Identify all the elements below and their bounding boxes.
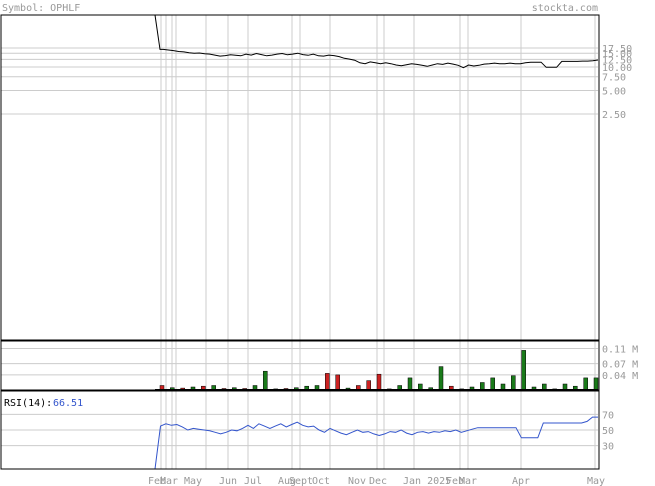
volume-bar [480, 382, 485, 391]
rsi-panel-frame [0, 390, 600, 470]
x-axis-label: Feb [148, 476, 166, 486]
brand-label: stockta.com [532, 3, 598, 14]
x-axis-label: Jun [219, 476, 237, 486]
volume-tick-label: 0.07 M [602, 360, 638, 371]
volume-bar [490, 377, 495, 391]
price-line [154, 14, 599, 69]
rsi-tick-labels: 70 50 30 [602, 410, 614, 452]
volume-bar [376, 373, 382, 391]
x-axis-label: Jul [244, 476, 262, 486]
volume-panel-frame [0, 340, 600, 391]
rsi-tick-label: 30 [602, 442, 614, 453]
volume-tick-label: 0.04 M [602, 371, 638, 382]
volume-bar [511, 375, 516, 391]
rsi-tick-label: 70 [602, 410, 614, 421]
x-axis-label: Aug [278, 476, 296, 486]
x-axis-label: Sept [289, 476, 313, 486]
rsi-line [154, 416, 598, 470]
price-tick-label: 10.00 [602, 63, 632, 74]
price-tick-label: 17.50 [602, 44, 632, 55]
symbol-label: Symbol: OPHLF [2, 3, 80, 14]
rsi-panel: 70 50 30 RSI(14): 66.51 [0, 390, 614, 470]
volume-tick-label: 0.11 M [602, 345, 638, 356]
x-axis-label: Feb [446, 476, 464, 486]
volume-bar [407, 377, 413, 391]
volume-tick-labels: 0.11 M 0.07 M0.04 M [602, 345, 638, 382]
x-axis-label: Dec [369, 476, 387, 486]
x-axis-label: May [184, 476, 202, 486]
volume-bar [593, 377, 599, 391]
x-axis-label: Mar [459, 476, 477, 486]
rsi-title: RSI(14): [4, 398, 52, 409]
volume-bar [438, 366, 444, 391]
price-tick-label: 12.50 [602, 55, 632, 66]
volume-bar [263, 370, 268, 391]
x-axis-label: Nov [348, 476, 366, 486]
volume-vertical-grid [160, 341, 596, 390]
rsi-current-value: 66.51 [53, 398, 83, 409]
price-horizontal-grid [1, 47, 598, 115]
rsi-tick-label: 50 [602, 426, 614, 437]
volume-bar [521, 350, 526, 391]
x-axis-label: Apr [512, 476, 530, 486]
price-tick-label: 7.50 [602, 73, 626, 84]
rsi-horizontal-grid [1, 413, 598, 447]
price-panel-frame [0, 14, 600, 341]
price-tick-label: 2.50 [602, 110, 626, 121]
price-tick-label: 5.00 [602, 86, 626, 97]
x-axis-label: May [587, 476, 605, 486]
volume-bar [335, 374, 340, 391]
price-vertical-grid [160, 15, 596, 340]
volume-bar [366, 380, 371, 391]
volume-horizontal-grid [1, 348, 598, 376]
x-axis-label: Mar [160, 476, 178, 486]
price-tick-label: 15.00 [602, 49, 632, 60]
volume-bar [583, 377, 588, 391]
x-axis-label: Oct [312, 476, 330, 486]
volume-panel: 0.11 M 0.07 M0.04 M [0, 340, 638, 391]
volume-bar [325, 373, 330, 391]
x-axis-label: Jan 2025 [403, 476, 451, 486]
